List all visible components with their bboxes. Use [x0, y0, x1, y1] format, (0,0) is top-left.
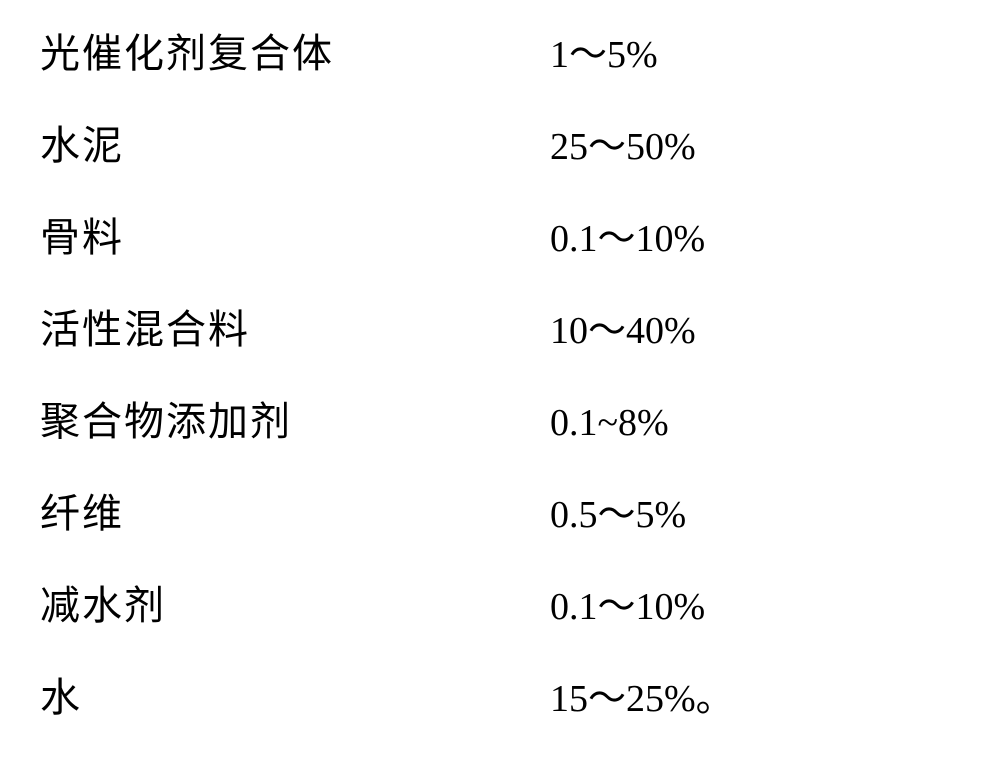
percentage-value: 0.1～10% [550, 585, 945, 631]
composition-table: 光催化剂复合体 1～5% 水泥 25～50% 骨料 0.1～10% 活性混合料 … [40, 30, 945, 722]
table-row: 减水剂 0.1～10% [40, 582, 945, 630]
table-row: 骨料 0.1～10% [40, 214, 945, 262]
ingredient-label: 水 [40, 674, 550, 722]
table-row: 纤维 0.5～5% [40, 490, 945, 538]
ingredient-label: 骨料 [40, 214, 550, 262]
percentage-value: 0.1～10% [550, 217, 945, 263]
table-row: 水 15～25%。 [40, 674, 945, 722]
percentage-value: 0.5～5% [550, 493, 945, 539]
ingredient-label: 纤维 [40, 490, 550, 538]
table-row: 活性混合料 10～40% [40, 306, 945, 354]
percentage-value: 10～40% [550, 309, 945, 355]
ingredient-label: 光催化剂复合体 [40, 30, 550, 78]
ingredient-label: 水泥 [40, 122, 550, 170]
percentage-value: 0.1~8% [550, 401, 945, 447]
percentage-value: 15～25%。 [550, 677, 945, 723]
percentage-value: 25～50% [550, 125, 945, 171]
ingredient-label: 减水剂 [40, 582, 550, 630]
percentage-value: 1～5% [550, 33, 945, 79]
table-row: 水泥 25～50% [40, 122, 945, 170]
table-row: 光催化剂复合体 1～5% [40, 30, 945, 78]
ingredient-label: 活性混合料 [40, 306, 550, 354]
table-row: 聚合物添加剂 0.1~8% [40, 398, 945, 446]
ingredient-label: 聚合物添加剂 [40, 398, 550, 446]
